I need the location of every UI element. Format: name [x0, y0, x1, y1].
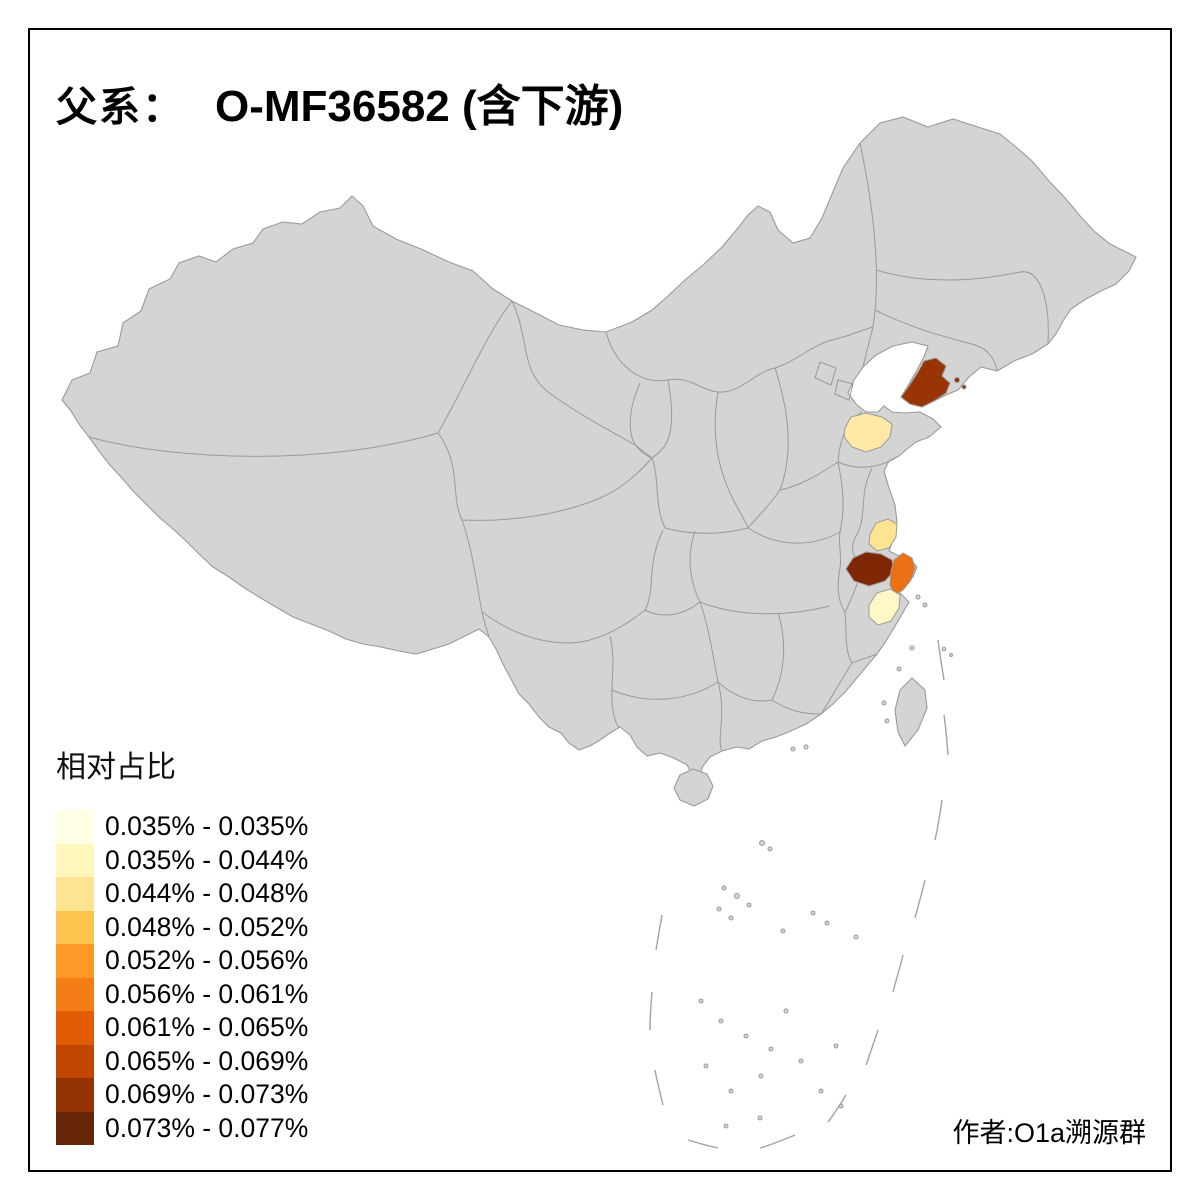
legend-label: 0.044% - 0.048%: [105, 878, 309, 909]
province-borders: [88, 142, 1049, 752]
legend-row: 0.048% - 0.052%: [56, 910, 309, 944]
legend-swatch: [56, 1011, 94, 1045]
legend-swatch: [56, 1111, 94, 1145]
legend-swatch: [56, 1044, 94, 1078]
legend-row: 0.056% - 0.061%: [56, 977, 309, 1011]
legend-row: 0.052% - 0.056%: [56, 944, 308, 978]
title-prefix: 父系：: [56, 84, 185, 131]
region-shanghai-coastal: [889, 552, 916, 596]
taiwan-island: [894, 677, 928, 748]
legend-label: 0.061% - 0.065%: [105, 1012, 309, 1043]
legend-row: 0.065% - 0.069%: [56, 1044, 309, 1078]
legend-row: 0.044% - 0.048%: [56, 877, 308, 911]
legend-row: 0.035% - 0.035%: [56, 810, 308, 844]
legend-row: 0.035% - 0.044%: [56, 843, 309, 877]
legend-row: 0.073% - 0.077%: [56, 1111, 309, 1145]
legend-label: 0.048% - 0.052%: [105, 911, 309, 942]
region-liaodong-peninsula: [900, 357, 951, 408]
legend-label: 0.035% - 0.044%: [105, 844, 309, 875]
legend-title: 相对占比: [56, 751, 176, 784]
legend-label: 0.056% - 0.061%: [105, 978, 309, 1009]
legend-swatch: [56, 1078, 94, 1112]
legend-swatch: [56, 843, 94, 877]
title-main: O-MF36582 (含下游): [215, 82, 624, 132]
legend-swatch: [56, 944, 94, 978]
legend-label: 0.073% - 0.077%: [105, 1112, 309, 1143]
south-china-sea-islands: [698, 840, 859, 1129]
legend-row: 0.061% - 0.065%: [56, 1011, 308, 1045]
region-central-zhejiang-pale: [868, 588, 901, 626]
legend-swatch: [56, 977, 94, 1011]
coastal-islets: [790, 594, 953, 752]
legend: 相对占比 0.035% - 0.035% 0.035% - 0.044% 0.044…: [56, 742, 308, 1145]
legend-label: 0.069% - 0.073%: [105, 1079, 309, 1110]
legend-swatch: [56, 810, 94, 844]
china-mainland: [61, 116, 1137, 777]
page-title: 父系： O-MF36582 (含下游): [56, 83, 623, 131]
legend-row: 0.069% - 0.073%: [56, 1078, 308, 1112]
legend-swatch: [56, 877, 94, 911]
region-central-shandong: [843, 412, 893, 453]
legend-rows: 0.035% - 0.035% 0.035% - 0.044% 0.044% - 0…: [56, 810, 308, 1145]
hainan-island: [673, 768, 714, 807]
highlighted-regions: [843, 357, 967, 626]
legend-label: 0.035% - 0.035%: [105, 811, 309, 842]
legend-swatch: [56, 910, 94, 944]
nine-dash-line: [649, 639, 949, 1149]
legend-label: 0.065% - 0.069%: [105, 1045, 309, 1076]
region-southern-jiangsu: [868, 518, 898, 552]
attribution: 作者:O1a溯源群: [952, 1118, 1146, 1148]
legend-label: 0.052% - 0.056%: [105, 945, 309, 976]
region-liaodong-islet: [954, 377, 960, 383]
region-liaodong-islet: [961, 384, 967, 390]
